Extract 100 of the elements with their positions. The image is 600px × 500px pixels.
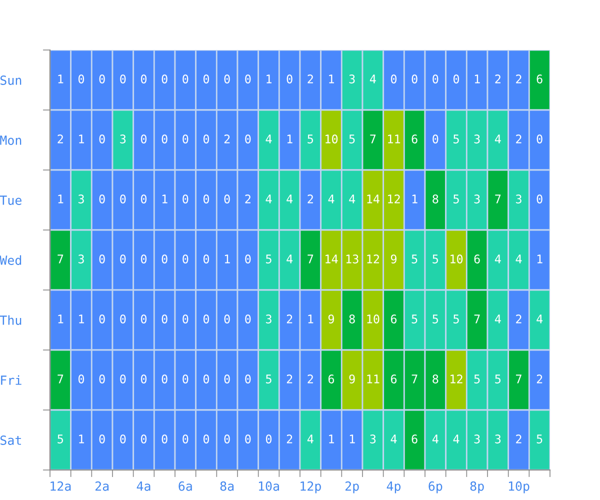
data-label: 0 xyxy=(182,134,188,144)
data-label: 8 xyxy=(349,314,355,324)
data-label: 1 xyxy=(79,434,84,444)
data-label: 0 xyxy=(203,194,210,204)
data-label: 0 xyxy=(78,74,84,84)
data-label: 0 xyxy=(203,314,210,324)
data-label: 7 xyxy=(58,254,64,264)
data-label: 0 xyxy=(140,314,147,324)
data-label: 2 xyxy=(58,134,63,144)
data-label: 0 xyxy=(99,434,105,444)
data-label: 4 xyxy=(328,194,334,204)
data-label: 0 xyxy=(99,74,105,84)
data-label: 0 xyxy=(99,254,105,264)
data-label: 0 xyxy=(224,434,230,444)
data-label: 0 xyxy=(182,314,188,324)
data-label: 0 xyxy=(245,254,251,264)
data-label: 4 xyxy=(349,194,356,204)
data-label: 3 xyxy=(495,434,501,444)
data-label: 0 xyxy=(390,74,397,84)
data-label: 12 xyxy=(388,194,400,204)
x-tick-label: 12p xyxy=(300,481,321,494)
data-label: 7 xyxy=(495,194,501,204)
data-label: 3 xyxy=(474,194,480,204)
data-label: 0 xyxy=(203,374,210,384)
data-label: 0 xyxy=(162,374,168,384)
data-label: 1 xyxy=(329,74,334,84)
data-label: 0 xyxy=(203,434,210,444)
y-tick-label: Fri xyxy=(1,375,22,385)
data-label: 1 xyxy=(412,194,418,204)
data-label: 0 xyxy=(286,74,292,84)
data-label: 9 xyxy=(328,314,334,324)
data-label: 6 xyxy=(328,374,334,384)
data-label: 0 xyxy=(140,194,147,204)
data-label: 4 xyxy=(494,134,501,144)
data-label: 0 xyxy=(182,254,188,264)
data-label: 3 xyxy=(516,194,522,204)
data-label: 0 xyxy=(182,374,188,384)
data-label: 0 xyxy=(140,74,147,84)
data-label: 9 xyxy=(390,254,397,264)
data-label: 6 xyxy=(390,374,397,384)
data-label: 2 xyxy=(516,434,522,444)
data-label: 0 xyxy=(120,74,126,84)
data-label: 0 xyxy=(203,134,210,144)
data-label: 0 xyxy=(99,134,105,144)
data-label: 0 xyxy=(224,194,230,204)
data-label: 4 xyxy=(494,254,501,264)
data-label: 7 xyxy=(516,374,522,384)
y-tick-label: Sat xyxy=(0,436,21,445)
data-label: 5 xyxy=(308,134,314,144)
data-label: 0 xyxy=(120,194,126,204)
data-label: 10 xyxy=(367,314,380,324)
data-label: 6 xyxy=(412,134,418,144)
data-label: 5 xyxy=(58,434,64,444)
data-label: 2 xyxy=(224,134,230,144)
data-label: 4 xyxy=(286,194,293,204)
data-label: 4 xyxy=(370,74,376,84)
data-label: 2 xyxy=(286,434,292,444)
data-label: 1 xyxy=(287,134,292,144)
data-label: 5 xyxy=(536,434,542,444)
data-label: 3 xyxy=(78,194,84,204)
data-label: 0 xyxy=(182,434,188,444)
x-tick-label: 8a xyxy=(220,481,234,491)
data-label: 0 xyxy=(245,314,251,324)
data-label: 0 xyxy=(245,434,251,444)
data-label: 4 xyxy=(266,134,272,144)
data-label: 5 xyxy=(454,194,459,204)
data-label: 6 xyxy=(390,314,397,324)
data-label: 0 xyxy=(78,374,84,384)
data-label: 0 xyxy=(140,134,147,144)
data-label: 2 xyxy=(516,74,522,84)
data-label: 5 xyxy=(454,134,459,144)
data-label: 0 xyxy=(140,434,147,444)
x-tick-label: 2a xyxy=(95,481,109,491)
data-label: 2 xyxy=(516,314,522,324)
data-label: 4 xyxy=(266,194,272,204)
data-label: 4 xyxy=(432,434,438,444)
data-label: 12 xyxy=(367,254,380,264)
data-label: 13 xyxy=(346,254,358,264)
x-tick-label: 4p xyxy=(386,482,401,494)
data-label: 5 xyxy=(432,254,438,264)
data-label: 3 xyxy=(266,314,272,324)
data-label: 2 xyxy=(308,194,313,204)
data-label: 12 xyxy=(450,374,462,384)
data-label: 0 xyxy=(203,74,210,84)
data-label: 1 xyxy=(58,314,64,324)
data-label: 4 xyxy=(453,434,460,444)
data-label: 4 xyxy=(286,254,293,264)
x-tick-label: 6a xyxy=(178,481,192,491)
data-label: 8 xyxy=(432,374,438,384)
data-label: 4 xyxy=(390,434,397,444)
data-label: 14 xyxy=(326,254,338,264)
data-label: 5 xyxy=(349,134,355,144)
data-label: 1 xyxy=(58,194,64,204)
x-tick-label: 6p xyxy=(428,481,442,494)
data-label: 6 xyxy=(536,74,542,84)
data-label: 4 xyxy=(536,314,543,324)
data-label: 1 xyxy=(79,134,84,144)
data-label: 0 xyxy=(120,434,126,444)
data-label: 0 xyxy=(99,314,105,324)
x-tick-label: 10p xyxy=(508,481,530,494)
